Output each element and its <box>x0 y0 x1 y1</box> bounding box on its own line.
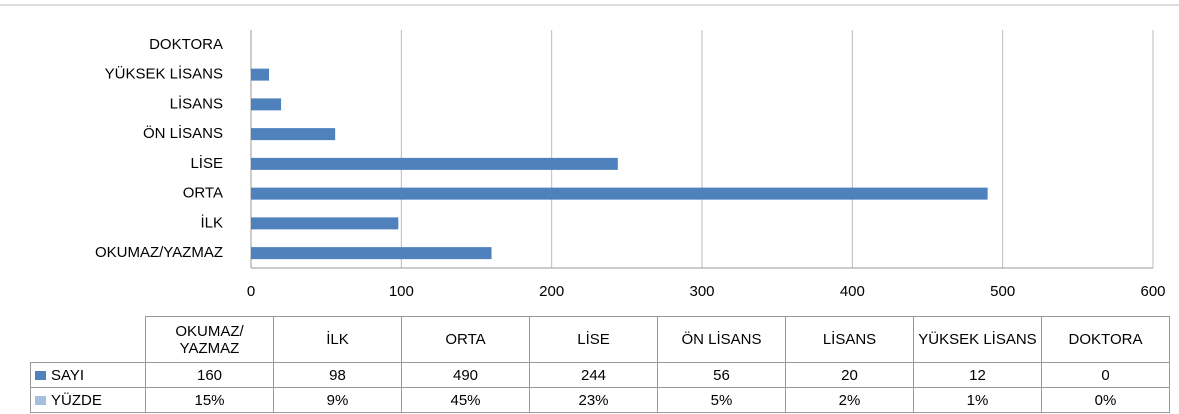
value-cell: 5% <box>657 387 786 413</box>
x-tick-label: 100 <box>389 283 414 300</box>
value-cell: 9% <box>273 387 402 413</box>
value-cell: 0 <box>1041 362 1170 388</box>
y-tick-label: LİSANS <box>170 94 223 112</box>
bar <box>251 187 988 200</box>
x-tick-label: 500 <box>990 283 1015 300</box>
x-tick-label: 400 <box>840 283 865 300</box>
category-cell: ÖN LİSANS <box>657 316 786 363</box>
category-cell: ORTA <box>401 316 530 363</box>
value-cell: 1% <box>913 387 1042 413</box>
bar <box>251 217 399 230</box>
value-cell: 12 <box>913 362 1042 388</box>
value-cell: 56 <box>657 362 786 388</box>
y-tick-label: DOKTORA <box>149 36 223 53</box>
bar <box>251 68 270 81</box>
value-cell: 490 <box>401 362 530 388</box>
x-tick-label: 600 <box>1140 283 1165 300</box>
value-cell: 20 <box>785 362 914 388</box>
category-cell: DOKTORA <box>1041 316 1170 363</box>
value-cell: 45% <box>401 387 530 413</box>
value-cell: 98 <box>273 362 402 388</box>
y-tick-label: YÜKSEK LİSANS <box>105 65 223 83</box>
legend-key <box>35 395 46 405</box>
y-tick-label: OKUMAZ/YAZMAZ <box>95 244 223 261</box>
series-cell: SAYI <box>30 362 146 388</box>
x-tick-label: 0 <box>247 283 255 300</box>
bar <box>251 98 282 111</box>
value-cell: 244 <box>529 362 658 388</box>
bar <box>251 247 492 260</box>
y-tick-label: LİSE <box>190 154 223 172</box>
series-cell: YÜZDE <box>30 387 146 413</box>
x-tick-label: 300 <box>689 283 714 300</box>
legend-label: YÜZDE <box>51 391 102 409</box>
header-row: OKUMAZ/ YAZMAZ İLK ORTA LİSE ÖN LİSANS LİSANS… <box>30 316 1170 363</box>
y-tick-label: ÖN LİSANS <box>143 124 223 142</box>
y-tick-label: ORTA <box>183 185 223 202</box>
category-cell: LİSANS <box>785 316 914 363</box>
value-cell: 23% <box>529 387 658 413</box>
value-cell: 0% <box>1041 387 1170 413</box>
category-cell: LİSE <box>529 316 658 363</box>
category-cell: İLK <box>273 316 402 363</box>
legend-key <box>35 370 46 380</box>
value-cell: 15% <box>145 387 274 413</box>
value-cell: 2% <box>785 387 914 413</box>
y-tick-label: İLK <box>200 213 223 231</box>
bar <box>251 128 336 141</box>
chart: 0 100 200 300 400 500 600 OKUMAZ/YAZMAZ İLK ORTA L… <box>0 4 1179 300</box>
category-cell: OKUMAZ/ YAZMAZ <box>145 316 274 363</box>
x-tick-label: 200 <box>539 283 564 300</box>
corner <box>30 316 146 363</box>
legend-label: SAYI <box>51 366 85 384</box>
series-row: YÜZDE 15% 9% 45% 23% 5% 2% 1% 0% <box>30 387 1170 413</box>
bar <box>251 157 618 170</box>
series-row: SAYI 160 98 490 244 56 20 12 0 <box>30 362 1170 388</box>
value-cell: 160 <box>145 362 274 388</box>
data-table: OKUMAZ/ YAZMAZ İLK ORTA LİSE ÖN LİSANS LİSANS… <box>30 316 1170 413</box>
category-cell: YÜKSEK LİSANS <box>913 316 1042 363</box>
